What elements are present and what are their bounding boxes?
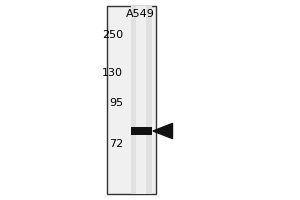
Text: 95: 95 [109,98,123,108]
Text: 250: 250 [102,30,123,40]
Polygon shape [153,123,172,139]
Text: 72: 72 [109,139,123,149]
Bar [106,6,156,194]
Bar [130,127,152,135]
Text: A549: A549 [126,9,155,19]
Bar [130,6,152,194]
Bar [136,6,146,194]
Text: 130: 130 [102,68,123,78]
